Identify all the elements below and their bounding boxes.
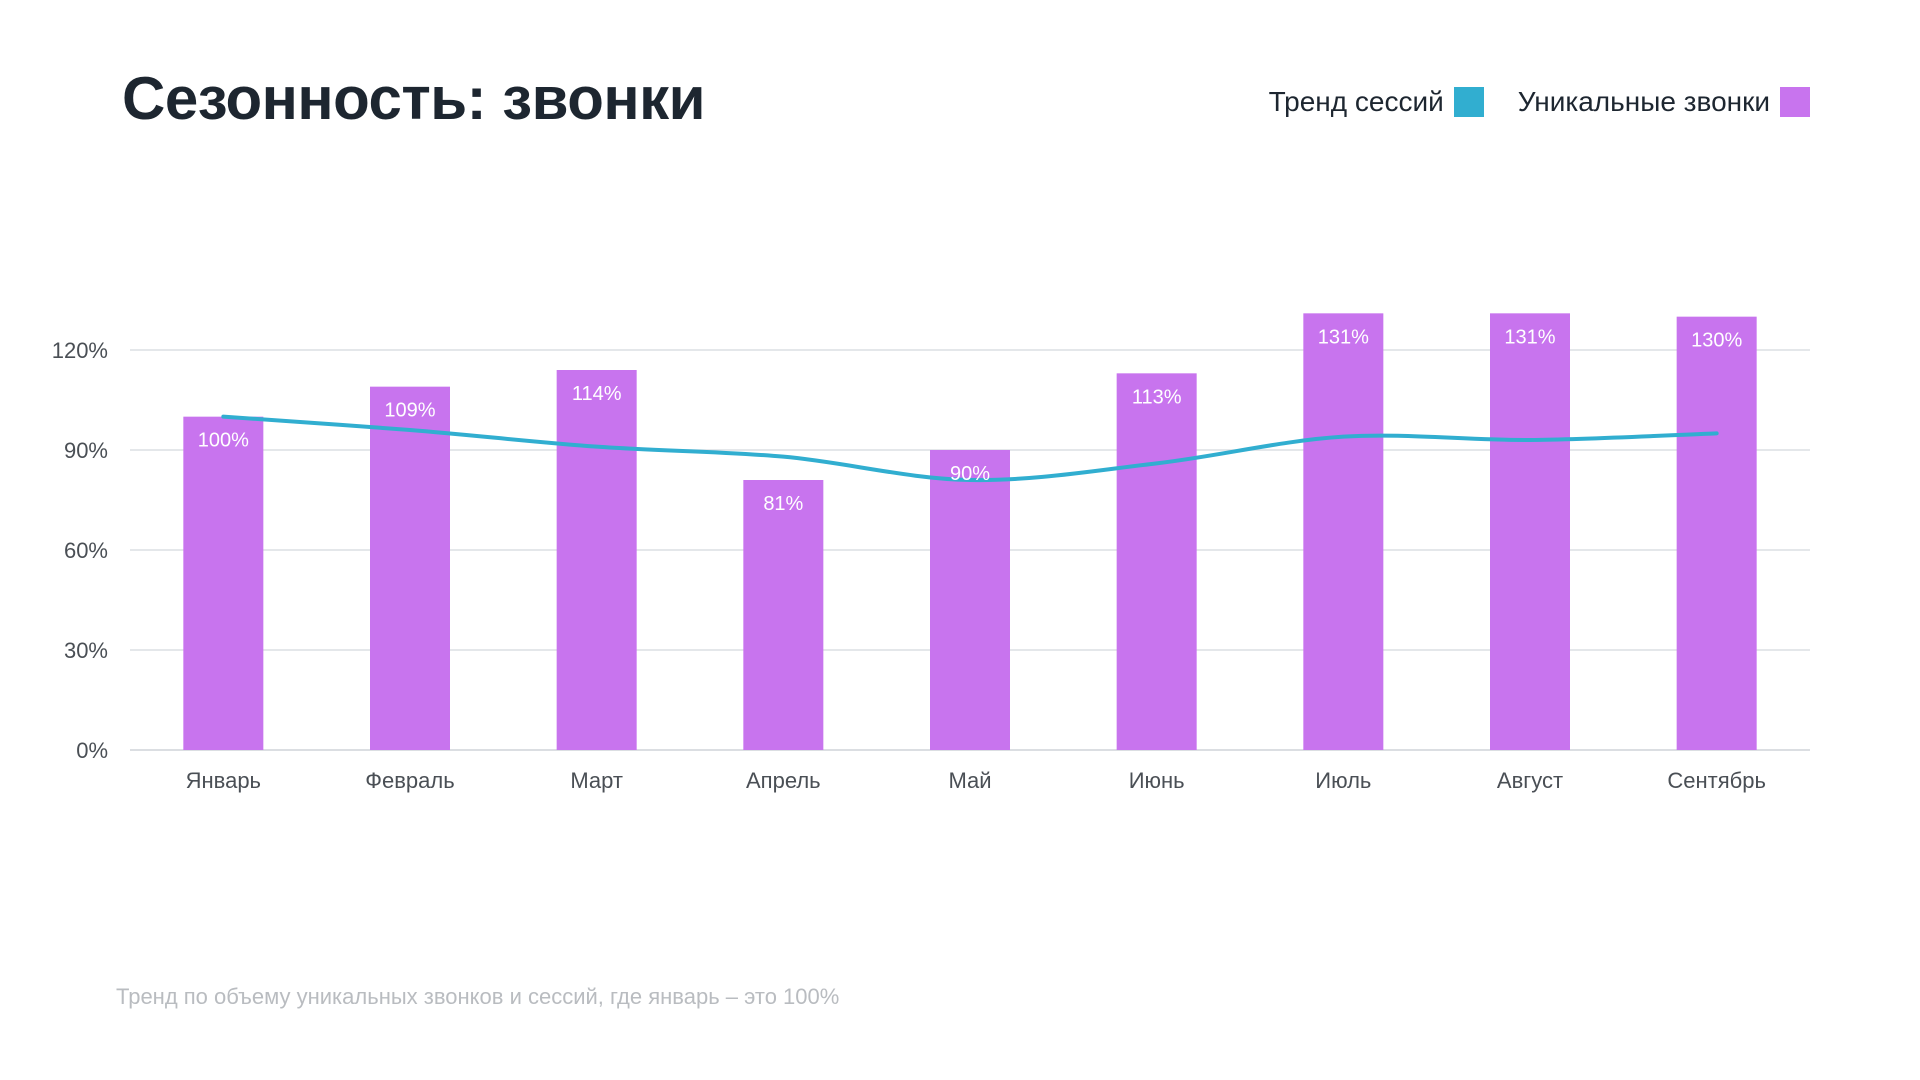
x-tick-label: Апрель [746, 768, 821, 793]
bar [183, 416, 264, 750]
legend-swatch-sessions-trend [1453, 87, 1484, 117]
sessions-trend-line [221, 414, 1719, 483]
x-tick-label: Сентябрь [1667, 768, 1766, 793]
y-tick-label: 30% [64, 638, 108, 663]
page-title: Сезонность: звонки [122, 65, 706, 132]
footnote: Тренд по объему уникальных звонков и сес… [116, 984, 840, 1009]
bar [370, 386, 450, 750]
y-tick-label: 90% [64, 438, 108, 463]
x-tick-label: Январь [186, 768, 261, 793]
bar [1676, 316, 1757, 750]
bar-value-label: 109% [384, 400, 435, 422]
bar [556, 370, 637, 750]
bar [1303, 313, 1384, 750]
bar-value-label: 131% [1318, 326, 1369, 348]
legend-item-sessions-trend: Тренд сессий [1269, 86, 1484, 118]
chart-legend: Тренд сессий Уникальные звонки [1269, 86, 1810, 118]
y-tick-label: 0% [76, 738, 108, 763]
bar [743, 480, 824, 750]
bar-value-label: 114% [572, 383, 622, 405]
x-tick-label: Февраль [365, 768, 454, 793]
bar-value-label: 81% [763, 493, 803, 515]
legend-swatch-unique-calls [1780, 87, 1810, 117]
bar-value-label: 90% [950, 463, 990, 485]
bar-value-label: 131% [1504, 326, 1555, 348]
y-tick-label: 60% [64, 538, 108, 563]
x-tick-label: Июль [1315, 768, 1371, 793]
x-tick-label: Август [1497, 768, 1563, 793]
legend-label-sessions-trend: Тренд сессий [1268, 86, 1444, 117]
bar-value-label: 113% [1132, 386, 1182, 408]
bar-value-label: 100% [198, 430, 249, 452]
y-tick-label: 120% [52, 338, 108, 363]
bar-value-label: 130% [1691, 330, 1742, 352]
bar [930, 450, 1010, 750]
x-tick-label: Июнь [1129, 768, 1185, 793]
x-tick-label: Март [570, 768, 623, 793]
bar [1116, 373, 1197, 750]
bar [1490, 313, 1570, 750]
x-tick-label: Май [948, 768, 991, 793]
legend-label-unique-calls: Уникальные звонки [1517, 86, 1770, 117]
legend-item-unique-calls: Уникальные звонки [1518, 86, 1810, 118]
